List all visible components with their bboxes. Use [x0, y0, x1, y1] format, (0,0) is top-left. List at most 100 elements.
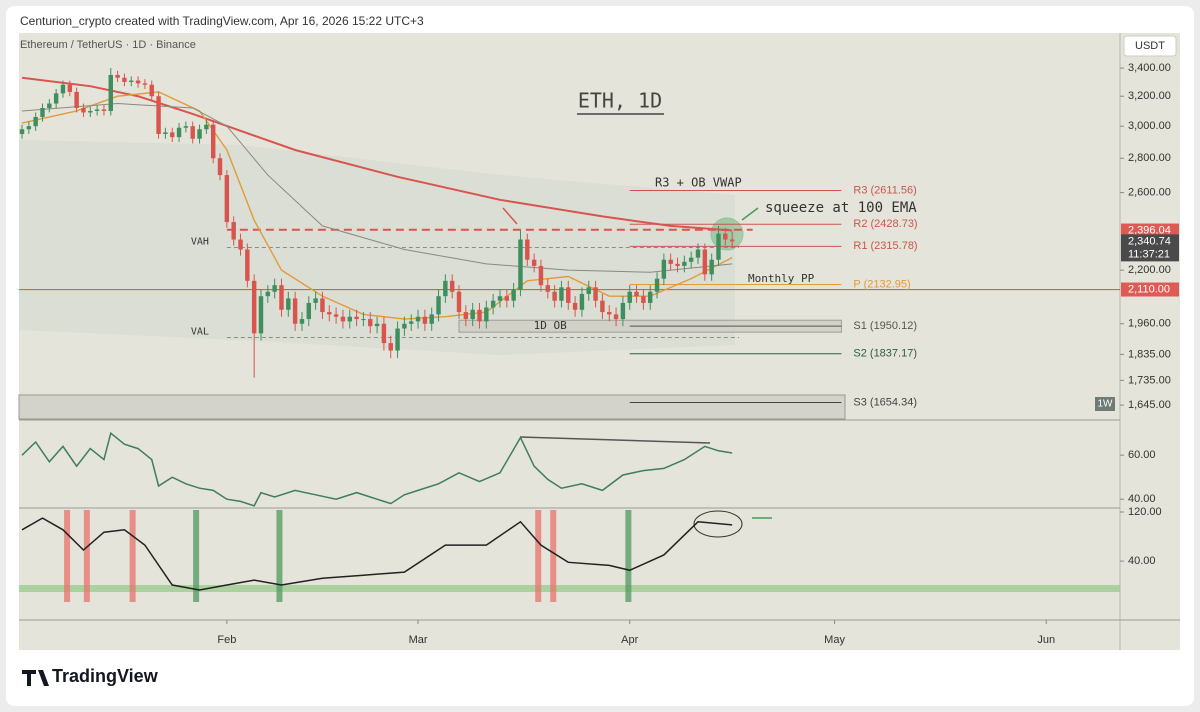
- price-badge: [1121, 234, 1179, 262]
- candle-body: [320, 298, 325, 313]
- price-badge: [1121, 282, 1179, 297]
- candle-body: [545, 285, 551, 292]
- y-tick-label: 1,835.00: [1128, 348, 1171, 360]
- pivot-label: R1 (2315.78): [853, 240, 917, 252]
- candle-body: [641, 296, 646, 303]
- candle-body: [94, 109, 100, 111]
- candle-body: [149, 84, 154, 97]
- moving-average: [21, 76, 733, 232]
- y-tick-label: 1,645.00: [1128, 399, 1171, 411]
- candle-body: [497, 296, 503, 301]
- arrow: [502, 207, 518, 225]
- candle-body: [661, 259, 667, 279]
- candle-body: [675, 263, 680, 266]
- candle-body: [511, 289, 516, 301]
- signal-bar: [129, 510, 136, 602]
- candle-body: [620, 302, 626, 320]
- candle-body: [484, 307, 489, 322]
- x-tick-label: Jun: [1037, 634, 1055, 646]
- candle-body: [53, 93, 59, 104]
- candle-body: [279, 285, 284, 310]
- candle-body: [347, 316, 352, 322]
- candle-body: [729, 239, 735, 242]
- candle-body: [47, 103, 52, 108]
- candle-body: [716, 233, 721, 260]
- candle-body: [299, 319, 305, 324]
- brand: TradingView: [52, 666, 159, 686]
- value-area-label: VAH: [191, 237, 209, 248]
- candle-body: [586, 287, 591, 294]
- candle-body: [688, 257, 694, 262]
- y-tick-label: 3,200.00: [1128, 90, 1171, 102]
- price-badge-label: 2,396.04: [1128, 224, 1171, 236]
- candle-body: [456, 291, 462, 313]
- brand-logo: [22, 670, 49, 686]
- candle-body: [101, 109, 107, 111]
- price-badge-label: 2,110.00: [1128, 283, 1170, 295]
- candle-body: [368, 319, 373, 327]
- arrow: [741, 207, 759, 221]
- candle-body: [422, 316, 428, 324]
- pivot-label: S3 (1654.34): [853, 396, 917, 408]
- candle-body: [538, 265, 544, 286]
- x-tick-label: Feb: [217, 634, 236, 646]
- candle-body: [709, 259, 714, 275]
- y-tick-label: 60.00: [1128, 449, 1156, 461]
- candle-body: [26, 126, 32, 130]
- candle-body: [272, 285, 277, 292]
- candle-body: [190, 126, 195, 139]
- y-tick-label: 40.00: [1128, 555, 1156, 567]
- pivot-label: R3 (2611.56): [853, 184, 916, 196]
- candle-body: [238, 239, 243, 250]
- moving-average: [21, 103, 733, 273]
- candle-body: [409, 321, 414, 324]
- x-tick-label: May: [824, 634, 845, 646]
- candle-body: [388, 343, 393, 351]
- candle-body: [217, 158, 223, 176]
- candle-body: [333, 314, 339, 317]
- candle-body: [572, 302, 578, 310]
- candle-body: [634, 291, 639, 297]
- candle-body: [327, 312, 332, 315]
- candle-body: [156, 96, 161, 134]
- candle-body: [251, 280, 257, 334]
- candle-body: [531, 259, 537, 266]
- candle-body: [613, 314, 619, 320]
- candle-body: [170, 132, 175, 138]
- candle-body: [695, 249, 701, 258]
- candle-body: [490, 300, 496, 308]
- signal-bar: [276, 510, 283, 602]
- candle-body: [518, 239, 523, 290]
- candle-body: [210, 124, 216, 159]
- x-tick-label: Apr: [621, 634, 638, 646]
- candle-body: [313, 298, 318, 303]
- currency: USDT: [1135, 40, 1165, 52]
- candle-body: [286, 298, 291, 310]
- candle-body: [402, 323, 407, 329]
- candle-body: [654, 278, 660, 292]
- date-axis: [19, 620, 1120, 650]
- candle-body: [108, 74, 113, 111]
- candle-body: [354, 316, 359, 320]
- price-badge: [1121, 223, 1179, 238]
- divergence-arrow: [519, 436, 711, 444]
- candle-body: [176, 127, 182, 138]
- baseline-band: [19, 585, 1120, 592]
- candle-body: [566, 287, 571, 303]
- candle-body: [224, 175, 230, 223]
- highlight-ellipse: [693, 510, 743, 538]
- candle-body: [702, 249, 708, 275]
- y-tick-label: 1,960.00: [1128, 318, 1171, 330]
- y-tick-label: 3,000.00: [1128, 120, 1171, 132]
- candle-body: [265, 291, 271, 297]
- candle-body: [504, 296, 510, 301]
- candle-body: [129, 80, 134, 82]
- pivot-label: R2 (2428.73): [853, 218, 917, 230]
- pivot-label: S2 (1837.17): [853, 348, 917, 360]
- annotation: 1W: [1098, 399, 1114, 410]
- candle-body: [682, 261, 687, 266]
- candle-body: [204, 124, 209, 130]
- order-block-label: 1D OB: [534, 319, 567, 332]
